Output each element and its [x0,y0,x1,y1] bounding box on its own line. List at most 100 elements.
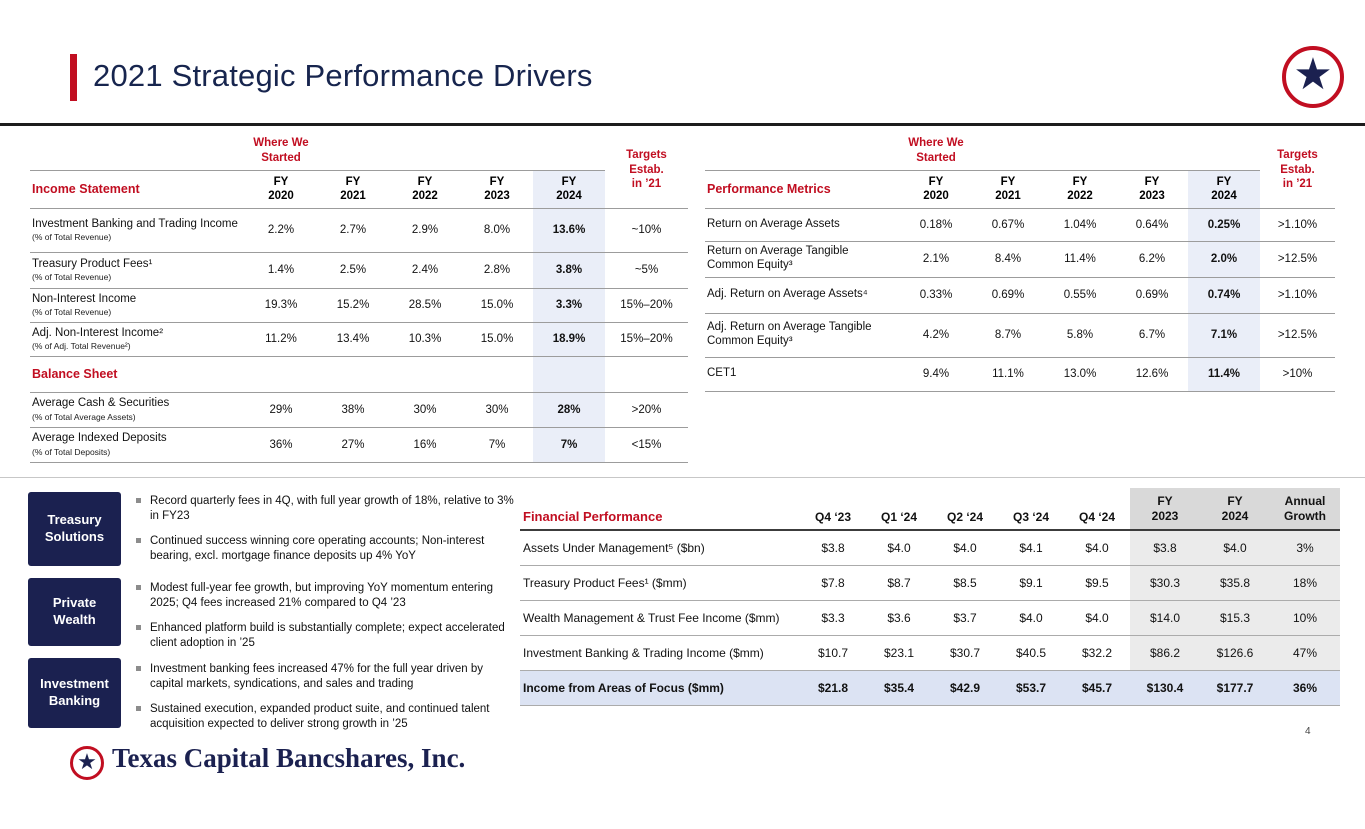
metric-value: $9.1 [998,565,1064,601]
metric-value: $3.6 [866,600,932,636]
highlight-column-spacer [533,356,605,393]
list-item: Record quarterly fees in 4Q, with full y… [136,494,514,523]
target-value: >12.5% [1260,241,1335,278]
metric-value: 27% [317,427,389,463]
col-header-fy2021: FY 2021 [972,170,1044,209]
financial-performance-table: Financial Performance Q4 ‘23 Q1 ‘24 Q2 ‘… [520,488,1340,706]
metric-value-fy2024: 3.8% [533,252,605,289]
metric-value: $8.5 [932,565,998,601]
metric-value: 38% [317,392,389,428]
metric-value: 29% [245,392,317,428]
col-header-q3-24: Q3 ‘24 [998,488,1064,531]
metric-value: 7% [461,427,533,463]
metric-value-fy2024: 0.25% [1188,208,1260,242]
metric-value: $14.0 [1130,600,1200,636]
table-row: Treasury Product Fees¹ (% of Total Reven… [30,252,688,289]
target-value: >1.10% [1260,208,1335,242]
metric-value: $3.8 [1130,530,1200,566]
footer-logo: ★ [70,746,104,780]
row-label-text: Non-Interest Income [32,292,137,305]
row-label: Treasury Product Fees¹ ($mm) [520,565,800,601]
metric-value: 8.7% [972,313,1044,358]
metric-value: $4.0 [998,600,1064,636]
col-header-q4-23: Q4 ‘23 [800,488,866,531]
target-value: 15%–20% [605,322,688,357]
metric-value: 3% [1270,530,1340,566]
bullet-marker-icon [136,538,141,544]
col-header-fy2023: FY 2023 [461,170,533,209]
table-row: Treasury Product Fees¹ ($mm) $7.8 $8.7 $… [520,565,1340,601]
metric-value: 0.33% [900,277,972,314]
where-we-started-label: Where We Started [900,132,972,171]
metric-value: $35.8 [1200,565,1270,601]
metric-value: $86.2 [1130,635,1200,671]
table-row: Investment Banking and Trading Income (%… [30,208,688,253]
where-we-started-row: Where We Started Targets Estab. in ’21 [705,132,1335,209]
row-label: Average Indexed Deposits (% of Total Dep… [30,427,245,463]
metric-value: 2.8% [461,252,533,289]
col-header-fy2021: FY 2021 [317,170,389,209]
metric-value: $53.7 [998,670,1064,706]
metric-value: $45.7 [1064,670,1130,706]
metric-value: 2.7% [317,208,389,253]
metric-value: 2.1% [900,241,972,278]
col-header-fy2023: FY 2023 [1130,488,1200,531]
metric-value: $10.7 [800,635,866,671]
col-header-q1-24: Q1 ‘24 [866,488,932,531]
metric-value: 18% [1270,565,1340,601]
row-sublabel: (% of Total Revenue) [32,272,112,283]
focus-box-label: Investment Banking [40,676,109,708]
metric-value: 16% [389,427,461,463]
row-sublabel: (% of Total Deposits) [32,446,111,457]
metric-value: 0.55% [1044,277,1116,314]
metric-value: 15.0% [461,288,533,323]
where-we-started-label: Where We Started [245,132,317,171]
table-row: Return on Average Tangible Common Equity… [705,241,1335,278]
performance-metrics-table: Where We Started Targets Estab. in ’21 P… [705,132,1335,392]
row-label: Return on Average Assets [705,208,900,242]
metric-value: 8.0% [461,208,533,253]
table-row: Assets Under Management⁵ ($bn) $3.8 $4.0… [520,530,1340,566]
metric-value: 13.4% [317,322,389,357]
bullet-marker-icon [136,666,141,671]
metric-value: 15.0% [461,322,533,357]
metric-value: $15.3 [1200,600,1270,636]
table-row: Adj. Return on Average Assets⁴ 0.33% 0.6… [705,277,1335,314]
metric-value-fy2024: 0.74% [1188,277,1260,314]
bullet-marker-icon [136,625,141,631]
bullet-text: Record quarterly fees in 4Q, with full y… [150,495,514,522]
table-row: Average Indexed Deposits (% of Total Dep… [30,427,688,463]
metric-value: 11.2% [245,322,317,357]
income-statement-section-label: Income Statement [30,170,245,209]
target-value: 15%–20% [605,288,688,323]
metric-value: $126.6 [1200,635,1270,671]
col-header-fy2020: FY 2020 [900,170,972,209]
metric-value-fy2024: 7.1% [1188,313,1260,358]
metric-value: $4.0 [1064,600,1130,636]
col-header-fy2024: FY 2024 [1188,170,1260,209]
metric-value: $130.4 [1130,670,1200,706]
row-label: Wealth Management & Trust Fee Income ($m… [520,600,800,636]
metric-value: 2.9% [389,208,461,253]
metric-value: 28.5% [389,288,461,323]
page-number: 4 [1305,726,1311,737]
row-label: Adj. Non-Interest Income² (% of Adj. Tot… [30,322,245,357]
metric-value-fy2024: 2.0% [1188,241,1260,278]
performance-metrics-section-label: Performance Metrics [705,170,900,209]
metric-value: $35.4 [866,670,932,706]
row-sublabel: (% of Total Average Assets) [32,411,136,422]
row-label: Adj. Return on Average Tangible Common E… [705,313,900,358]
row-label-text: Treasury Product Fees¹ [32,257,153,270]
section-divider [0,477,1365,478]
row-label: Investment Banking and Trading Income (%… [30,208,245,253]
col-header-q4-24: Q4 ‘24 [1064,488,1130,531]
metric-value: 6.7% [1116,313,1188,358]
metric-value: $30.3 [1130,565,1200,601]
metric-value: 11.1% [972,357,1044,392]
row-label-text: Average Cash & Securities [32,397,170,409]
col-header-fy2020: FY 2020 [245,170,317,209]
table-row: Adj. Non-Interest Income² (% of Adj. Tot… [30,322,688,357]
row-label: Non-Interest Income (% of Total Revenue) [30,288,245,323]
metric-value: 10% [1270,600,1340,636]
list-item: Enhanced platform build is substantially… [136,621,514,650]
